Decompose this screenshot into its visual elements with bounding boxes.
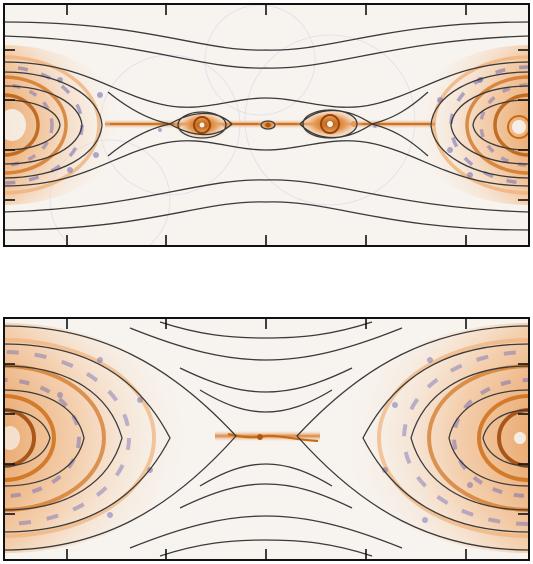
panel-bottom-field-lines <box>4 321 529 557</box>
panel-bottom-left-lobe <box>4 323 194 553</box>
panel-top <box>3 3 530 247</box>
panel-bottom-ticks <box>4 318 529 560</box>
panel-top-field-lines <box>4 21 529 231</box>
panel-bottom <box>3 317 530 561</box>
panel-top-plasmoid-right <box>296 107 364 141</box>
panel-top-blue-ripples <box>57 77 483 178</box>
panel-bottom-blue-ripples <box>57 357 473 523</box>
panel-bottom-field-map <box>4 321 529 557</box>
panel-bottom-right-lobe <box>339 323 529 553</box>
panel-top-field-map <box>4 4 529 246</box>
panel-top-ticks <box>4 4 529 246</box>
panel-bottom-current-sheet <box>215 430 320 443</box>
